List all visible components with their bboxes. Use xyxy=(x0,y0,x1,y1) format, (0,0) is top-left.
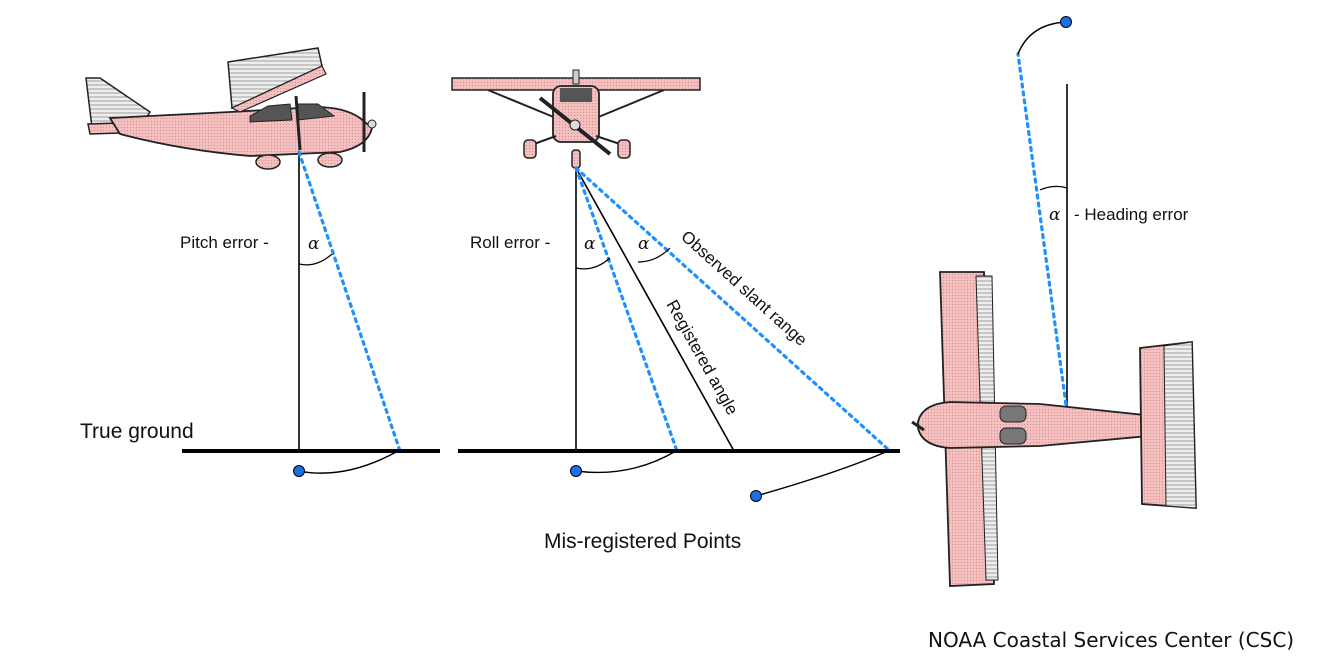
registered-angle-label: Registered angle xyxy=(663,297,742,418)
heading-error-label: - Heading error xyxy=(1074,205,1189,224)
roll-error-label: Roll error - xyxy=(470,233,550,252)
pitch-error-label: Pitch error - xyxy=(180,233,269,252)
roll-misregistered-point-1 xyxy=(570,465,582,477)
roll-misregistered-point-2 xyxy=(750,490,762,502)
front-view-airplane-icon xyxy=(451,69,701,169)
pitch-alpha: α xyxy=(308,234,320,254)
heading-misregistered-point xyxy=(1060,16,1072,28)
misregistered-points-label: Mis-registered Points xyxy=(544,530,741,553)
roll-panel: Roll error - α α Registered angle Observ… xyxy=(451,69,900,553)
top-view-airplane-icon xyxy=(911,271,1197,587)
roll-alpha-1: α xyxy=(584,234,596,254)
true-ground-label: True ground xyxy=(80,420,194,443)
side-view-airplane-icon xyxy=(85,47,377,170)
pitch-misregistered-point xyxy=(293,465,305,477)
roll-alpha-2: α xyxy=(638,234,650,254)
heading-alpha: α xyxy=(1049,205,1061,225)
credit-text: NOAA Coastal Services Center (CSC) xyxy=(928,628,1294,652)
pitch-panel: Pitch error - α True ground xyxy=(80,47,440,477)
heading-panel: α - Heading error xyxy=(911,16,1197,587)
